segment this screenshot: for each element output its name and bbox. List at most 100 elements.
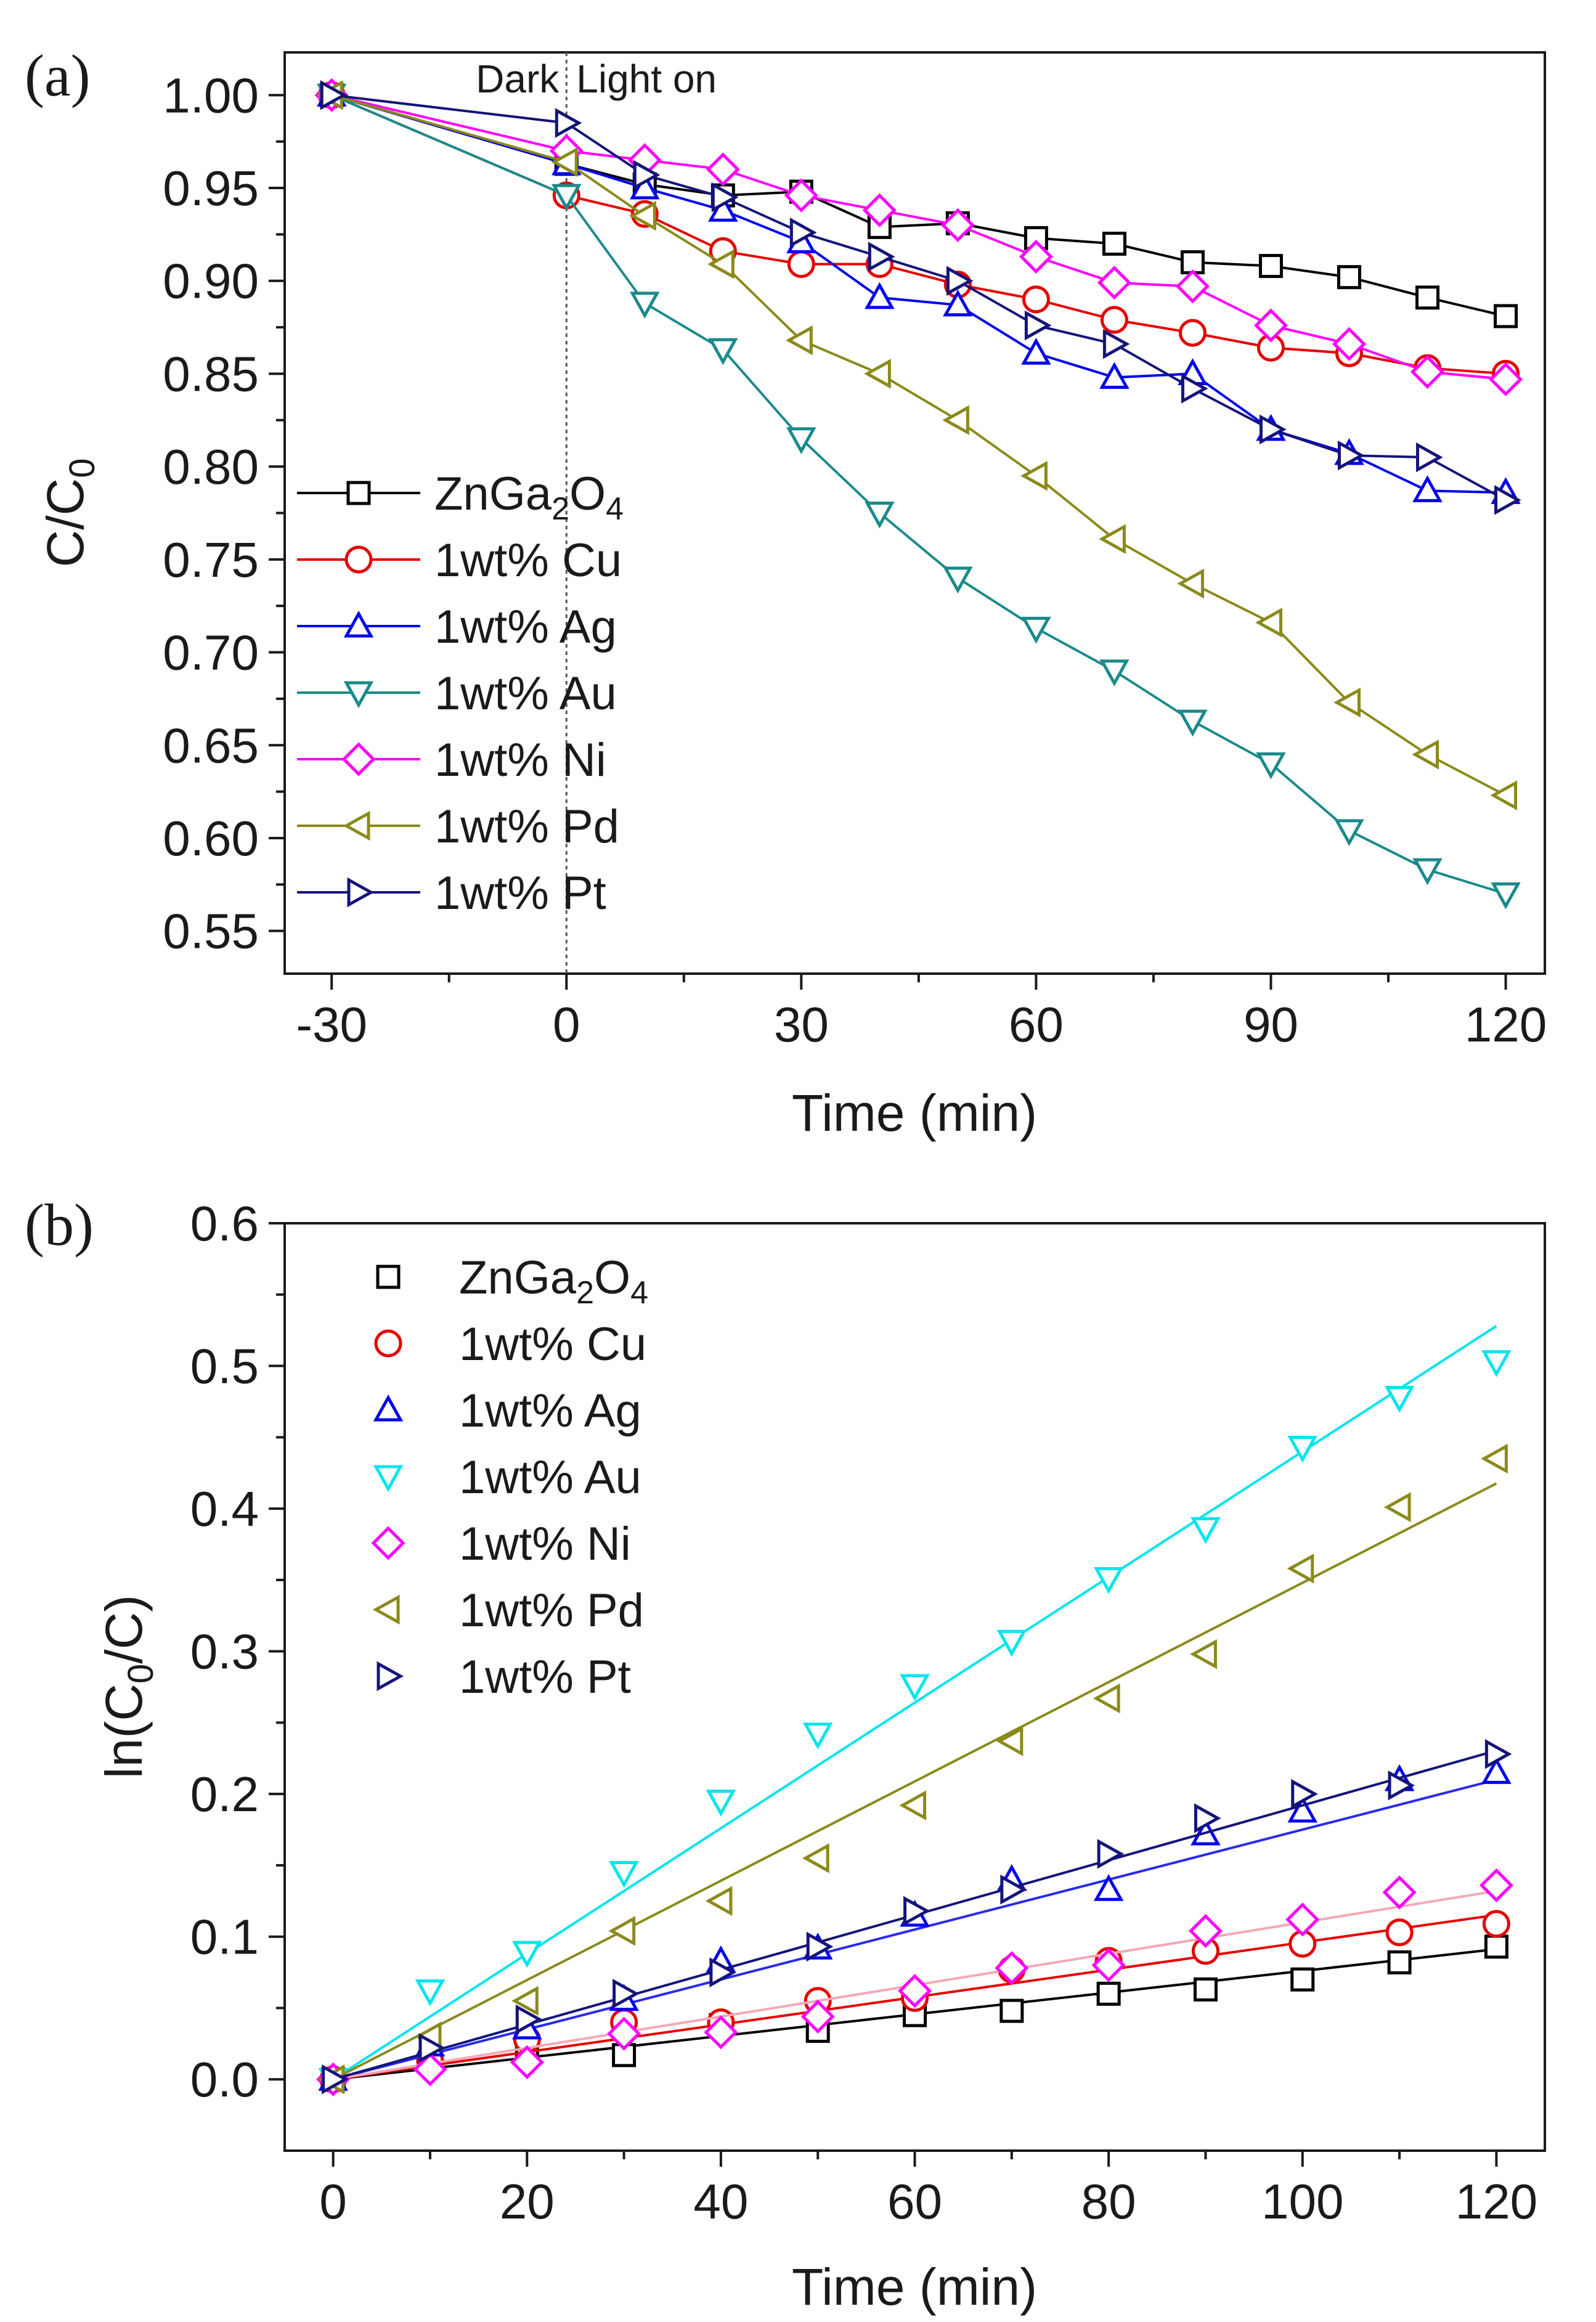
light-on-annotation: Light on xyxy=(576,57,717,101)
panel-a-legend-label: 1wt% Ag xyxy=(434,601,617,653)
panel-b-point-znga2o4 xyxy=(1484,1934,1508,1959)
panel-b-point-1wt-pt xyxy=(1291,1778,1318,1809)
panel-a-point-1wt-pt xyxy=(1259,414,1287,445)
panel-a-point-1wt-pd xyxy=(1099,524,1126,554)
panel-b-y-tick-label: 0.3 xyxy=(190,1624,259,1679)
panel-b-legend-entry-1wt-au: 1wt% Au xyxy=(373,1451,641,1504)
panel-a-x-axis-title: Time (min) xyxy=(792,1084,1037,1142)
panel-b-legend-label: ZnGa2O4 xyxy=(459,1252,648,1311)
panel-a-point-1wt-ni xyxy=(1488,362,1523,397)
panel-a-line-1wt-pt xyxy=(331,94,1507,502)
panel-b-point-1wt-ag xyxy=(1287,1795,1317,1823)
panel-b-series xyxy=(316,1325,1513,2096)
panel-a-y-tick-label: 0.55 xyxy=(163,904,259,959)
panel-b-point-1wt-ni xyxy=(1479,1868,1513,1902)
panel-a-x-tick-label: 90 xyxy=(1244,997,1298,1052)
panel-b-point-1wt-au xyxy=(512,1941,542,1968)
panel-b-y-ticks: 0.0 0.1 0.2 0.3 0.4 0.5 0.6 xyxy=(190,1196,285,2107)
panel-b-legend-entry-1wt-ag: 1wt% Ag xyxy=(373,1385,641,1437)
panel-b-point-1wt-ni xyxy=(995,1951,1029,1986)
dark-annotation: Dark xyxy=(476,57,560,101)
panel-a-point-1wt-au xyxy=(1099,659,1130,686)
panel-b-point-1wt-ag xyxy=(1481,1757,1512,1784)
panel-b-legend-marker xyxy=(377,1661,404,1692)
panel-a-point-1wt-pt xyxy=(555,108,582,138)
panel-a-point-1wt-ag xyxy=(1099,362,1130,389)
panel-b-legend-marker xyxy=(376,1265,401,1289)
panel-a-point-1wt-pd xyxy=(942,405,969,436)
panel-a-point-1wt-pd xyxy=(1412,739,1439,770)
panel-b-x-tick-label: 40 xyxy=(693,2174,748,2229)
panel-a-label: (a) xyxy=(25,43,91,108)
panel-b-point-1wt-au xyxy=(1384,1385,1415,1413)
panel-b-point-znga2o4 xyxy=(1387,1950,1412,1974)
panel-b-point-1wt-au xyxy=(706,1790,736,1817)
panel-a-x-tick-label: 0 xyxy=(553,997,580,1052)
panel-a-legend-entry-1wt-ag: 1wt% Ag xyxy=(297,601,617,653)
panel-a-point-1wt-pd xyxy=(1255,608,1282,638)
panel-a-point-1wt-cu xyxy=(787,250,815,279)
panel-b-legend-label: 1wt% Pt xyxy=(459,1651,631,1703)
panel-a-point-1wt-ni xyxy=(1332,327,1366,361)
panel-a-point-1wt-ni xyxy=(1019,240,1053,274)
panel-b-point-1wt-pd xyxy=(1383,1492,1411,1523)
panel-b-point-1wt-pt xyxy=(322,2064,349,2095)
panel-b-point-1wt-au xyxy=(1093,1567,1124,1594)
panel-a-legend-entry-1wt-pd: 1wt% Pd xyxy=(297,800,619,853)
panel-b-point-1wt-pd xyxy=(996,1726,1024,1756)
panel-a-legend-marker xyxy=(343,681,374,709)
panel-b: (b) 0 20 40 60 80 100 120 0.00.10.20.30.40.50.… xyxy=(25,1192,1546,2316)
panel-a-point-1wt-au xyxy=(1256,752,1286,780)
panel-b-point-1wt-au xyxy=(1481,1350,1512,1377)
panel-a-point-znga2o4 xyxy=(1493,304,1518,328)
panel-b-point-1wt-pd xyxy=(705,1886,733,1917)
panel-a-line-znga2o4 xyxy=(331,94,1506,317)
panel-a-x-tick-label: 120 xyxy=(1465,997,1547,1052)
panel-b-point-1wt-ni xyxy=(1188,1913,1223,1948)
panel-b-point-znga2o4 xyxy=(1193,1977,1218,2002)
panel-a-x-ticks: -30 0 30 60 90 120 xyxy=(296,974,1547,1052)
panel-a-point-1wt-pt xyxy=(868,242,895,272)
panel-b-legend-marker xyxy=(373,1394,404,1422)
panel-a-series-1wt-au xyxy=(316,83,1521,910)
panel-a-point-1wt-ni xyxy=(706,152,740,187)
panel-a-point-1wt-au xyxy=(1021,616,1051,644)
panel-a-legend-entry-1wt-cu: 1wt% Cu xyxy=(297,534,622,587)
panel-b-y-tick-label: 0.4 xyxy=(190,1481,259,1536)
panel-a-point-1wt-pt xyxy=(633,160,661,190)
panel-b-point-1wt-pt xyxy=(1388,1770,1415,1801)
panel-a-point-1wt-au xyxy=(1334,819,1364,847)
panel-b-point-1wt-au xyxy=(996,1629,1027,1657)
panel-b-point-1wt-pt xyxy=(903,1896,930,1926)
panel-a-point-1wt-ag xyxy=(1021,338,1051,365)
panel-a-point-1wt-au xyxy=(552,184,582,211)
panel-b-point-1wt-pt xyxy=(515,2004,543,2035)
panel-b-legend-marker xyxy=(374,1329,402,1358)
panel-a-point-1wt-pt xyxy=(711,182,739,213)
panel-a-legend-label: 1wt% Au xyxy=(434,667,617,720)
panel-a-point-1wt-au xyxy=(1412,858,1443,886)
panel-a-series-1wt-pd xyxy=(316,80,1517,810)
panel-b-point-1wt-pd xyxy=(899,1790,926,1820)
panel-a-legend-entry-1wt-au: 1wt% Au xyxy=(297,667,617,720)
panel-a-point-1wt-pd xyxy=(629,200,656,231)
panel-b-point-1wt-ag xyxy=(1093,1874,1124,1901)
panel-a-legend-marker xyxy=(347,877,375,908)
panel-a-point-1wt-au xyxy=(943,566,973,594)
panel-b-point-1wt-pt xyxy=(1000,1875,1027,1905)
panel-b-label: (b) xyxy=(25,1192,94,1258)
panel-a-point-1wt-au xyxy=(865,502,895,529)
panel-a-point-1wt-au xyxy=(630,291,660,319)
panel-b-x-tick-label: 60 xyxy=(887,2174,942,2229)
panel-a-point-1wt-cu xyxy=(1100,306,1128,334)
panel-b-point-1wt-pd xyxy=(802,1843,829,1873)
panel-a-legend-label: ZnGa2O4 xyxy=(434,468,624,527)
panel-a-point-1wt-pt xyxy=(789,218,817,248)
panel-b-point-1wt-pt xyxy=(806,1931,834,1962)
panel-b-y-tick-label: 0.2 xyxy=(190,1767,259,1822)
panel-a-series-1wt-pt xyxy=(320,80,1521,515)
panel-b-point-1wt-pd xyxy=(1093,1683,1120,1714)
svg-text:ln(C0/C): ln(C0/C) xyxy=(95,1595,161,1778)
panel-b-point-1wt-ni xyxy=(607,2016,641,2051)
